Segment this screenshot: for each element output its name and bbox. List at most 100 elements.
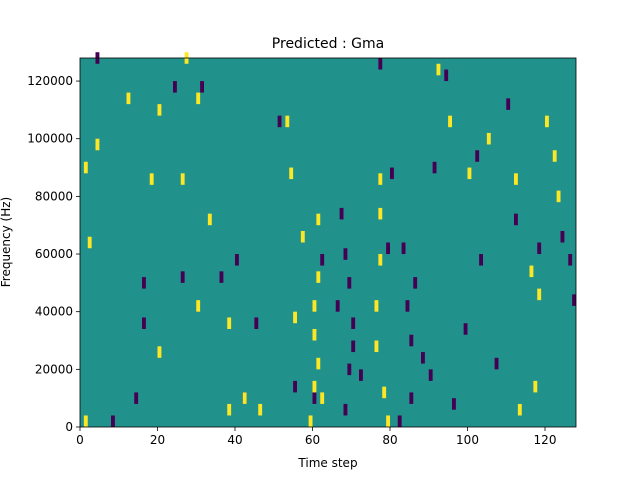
heatmap-cell-low [335, 300, 340, 312]
heatmap-cell-high [196, 300, 201, 312]
heatmap-cell-high [227, 317, 232, 329]
heatmap-cell-high [242, 392, 247, 404]
x-tick-label: 80 [382, 433, 397, 447]
heatmap-cell-low [413, 277, 418, 289]
heatmap-cell-high [312, 300, 317, 312]
x-tick-label: 0 [76, 433, 84, 447]
heatmap-cell-high [308, 415, 313, 427]
heatmap-cell-high [87, 236, 92, 249]
heatmap-cell-high [436, 63, 441, 76]
heatmap-cell-low [111, 415, 115, 427]
x-axis-ticks: 0 20 40 60 80 100 120 [76, 427, 556, 447]
heatmap-cell-high [320, 392, 325, 404]
heatmap-cell-low [428, 369, 433, 381]
heatmap-cell-low [312, 392, 317, 404]
heatmap-cell-high [95, 138, 100, 151]
heatmap-cell-high [533, 380, 538, 393]
heatmap-cell-low [142, 277, 146, 289]
heatmap-cell-high [157, 104, 162, 116]
heatmap-cell-high [312, 328, 317, 341]
heatmap-cell-high [316, 357, 321, 370]
heatmap-cell-low [479, 254, 483, 266]
y-tick-label: 20000 [35, 362, 73, 376]
heatmap-cell-high [196, 92, 201, 105]
heatmap-cell-low [339, 207, 344, 220]
heatmap-cell-high [258, 403, 263, 416]
heatmap-cell-low [390, 167, 394, 180]
heatmap-cell-high [157, 346, 162, 358]
heatmap-cell-low [347, 277, 352, 289]
heatmap-cell-high [316, 271, 321, 283]
heatmap-cell-low [347, 363, 352, 376]
heatmap-cell-high [300, 230, 305, 243]
y-axis-ticks: 0 20000 40000 60000 80000 100000 120000 [27, 74, 80, 434]
plot-frame [79, 57, 577, 428]
heatmap-cell-low [405, 300, 410, 312]
y-tick-label: 0 [65, 420, 73, 434]
y-tick-label: 80000 [35, 189, 73, 203]
heatmap-cell-low [444, 69, 449, 82]
heatmap-cells [83, 52, 576, 427]
heatmap-cell-low [409, 334, 414, 347]
heatmap-cell-high [227, 403, 232, 416]
heatmap-cell-low [463, 323, 468, 335]
heatmap-cell-low [180, 271, 185, 283]
heatmap-cell-high [382, 386, 387, 399]
heatmap-cell-high [529, 265, 534, 278]
x-tick-label: 40 [227, 433, 242, 447]
heatmap-cell-low [560, 230, 565, 243]
heatmap-cell-low [173, 81, 177, 93]
heatmap-cell-high [517, 403, 522, 416]
heatmap-cell-low [494, 357, 499, 370]
heatmap-cell-high [207, 213, 212, 226]
heatmap-cell-high [514, 173, 518, 185]
heatmap-cell-low [514, 213, 518, 226]
heatmap-cell-high [378, 173, 383, 185]
y-tick-label: 40000 [35, 305, 73, 319]
heatmap-cell-low [409, 392, 414, 404]
heatmap-cell-low [320, 254, 325, 266]
heatmap-cell-high [126, 92, 131, 105]
heatmap-cell-low [134, 392, 139, 404]
y-axis-label: Frequency (Hz) [0, 197, 13, 288]
heatmap-cell-high [448, 115, 452, 128]
y-tick-label: 60000 [35, 247, 73, 261]
heatmap-cell-low [506, 98, 511, 110]
heatmap-cell-high [149, 173, 154, 185]
heatmap-cell-high [545, 115, 549, 128]
heatmap-cell-low [219, 271, 224, 283]
chart-title: Predicted : Gma [272, 36, 384, 52]
heatmap-cell-high [386, 415, 390, 427]
heatmap-cell-low [475, 150, 480, 162]
heatmap-cell-low [359, 369, 363, 381]
heatmap-cell-high [285, 115, 290, 128]
heatmap-cell-high [467, 167, 472, 180]
x-tick-label: 20 [150, 433, 165, 447]
heatmap-cell-low [293, 380, 297, 393]
heatmap-cell-low [235, 254, 239, 266]
heatmap-cell-low [200, 81, 204, 93]
heatmap-cell-low [421, 352, 425, 364]
heatmap-cell-low [351, 340, 356, 353]
x-tick-label: 60 [305, 433, 320, 447]
heatmap-cell-high [486, 132, 491, 145]
heatmap-cell-low [452, 398, 456, 410]
heatmap-cell-low [386, 242, 390, 255]
heatmap-cell-high [83, 161, 88, 174]
heatmap-cell-high [312, 380, 317, 393]
heatmap-cell-low [343, 248, 348, 260]
x-axis-label: Time step [297, 456, 357, 470]
heatmap-cell-high [180, 173, 185, 185]
heatmap-cell-low [568, 254, 573, 266]
heatmap-cell-low [401, 242, 406, 255]
heatmap-cell-high [378, 207, 383, 220]
heatmap-cell-low [432, 161, 437, 174]
heatmap-cell-low [572, 294, 576, 306]
heatmap-cell-low [537, 242, 542, 255]
heatmap-cell-low [397, 415, 402, 427]
heatmap-cell-high [374, 300, 379, 312]
plot-area [80, 58, 576, 427]
heatmap-cell-low [254, 317, 259, 329]
heatmap-cell-low [343, 403, 348, 416]
